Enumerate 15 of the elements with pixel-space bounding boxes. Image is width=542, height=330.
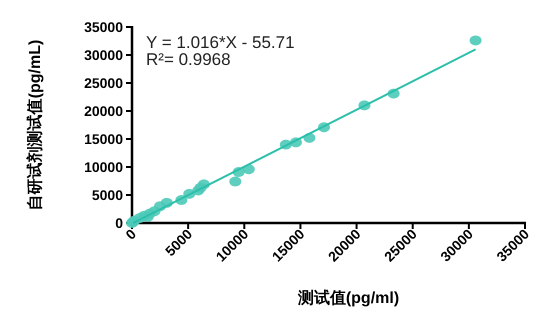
y-tick-label: 25000 (84, 75, 124, 91)
y-tick-label: 10000 (84, 159, 124, 175)
point (470, 35, 482, 46)
annotation: R²= 0.9968 (146, 50, 231, 69)
y-axis-title: 自研试剂测试值(pg/mL) (25, 40, 44, 210)
annotation: Y = 1.016*X - 55.71 (146, 33, 295, 52)
x-tick-label: 0 (122, 226, 140, 243)
y-tick-label: 5000 (92, 187, 124, 203)
y-tick-label: 20000 (84, 103, 124, 119)
point (229, 176, 242, 187)
y-tick-label: 30000 (84, 47, 124, 63)
x-axis-title: 测试值(pg/ml) (296, 289, 400, 307)
y-tick-label: 15000 (84, 131, 124, 147)
y-tick-label: 0 (115, 215, 124, 231)
y-tick-label: 35000 (84, 19, 124, 35)
